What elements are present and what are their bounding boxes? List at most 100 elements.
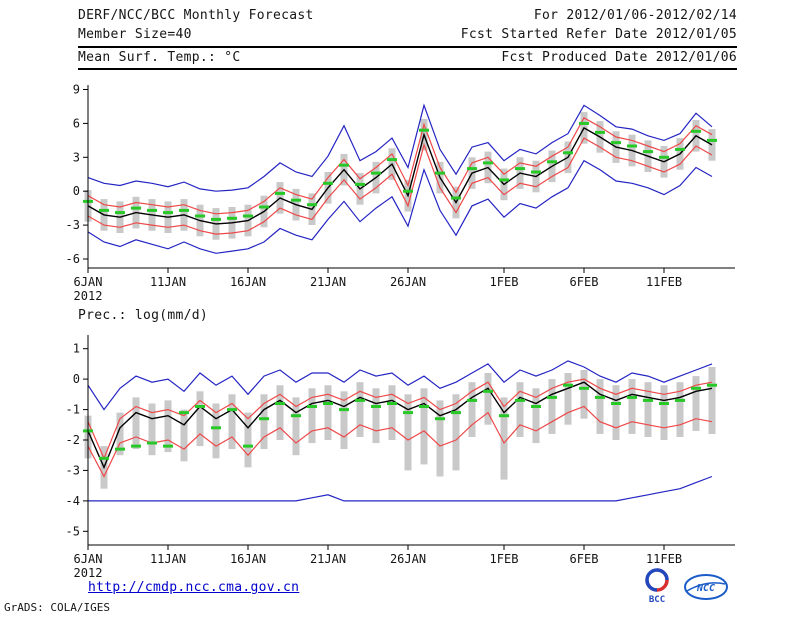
ens-lower-line xyxy=(87,405,713,478)
x-tick-label: 6JAN xyxy=(74,552,103,566)
y-tick-label: 1 xyxy=(73,342,80,356)
ens-max-line xyxy=(87,360,713,411)
spread-bar xyxy=(196,391,204,447)
spread-bar xyxy=(468,382,476,437)
x-tick-label: 11FEB xyxy=(646,275,682,289)
bcc-logo: BCC xyxy=(645,568,669,605)
spread-bar xyxy=(612,385,620,440)
y-tick-label: 3 xyxy=(73,150,80,164)
spread-bar xyxy=(708,367,716,434)
spread-bar xyxy=(388,385,396,440)
spread-bar xyxy=(308,388,316,444)
x-tick-label: 21JAN xyxy=(310,275,346,289)
spread-bar xyxy=(452,394,460,471)
x-tick-label: 16JAN xyxy=(230,552,266,566)
cmdp-link[interactable]: http://cmdp.ncc.cma.gov.cn xyxy=(88,580,300,595)
spread-bar xyxy=(132,397,140,450)
spread-bar xyxy=(516,382,524,437)
bcc-logo-label: BCC xyxy=(649,595,665,605)
ncc-logo-orbit xyxy=(686,582,726,592)
ens-mean-line xyxy=(87,126,713,225)
y-tick-label: -3 xyxy=(66,218,80,232)
spread-bar xyxy=(404,394,412,471)
precip-panel-label: Prec.: log(mm/d) xyxy=(78,308,209,323)
temp-chart: 9 6 3 0 -3 -6 6JAN 11JAN 16JAN 21JAN 26JAN 1FEB 6FEB… xyxy=(66,83,735,303)
grads-credit: GrADS: COLA/IGES xyxy=(4,601,110,614)
bcc-logo-swirl-blue xyxy=(645,568,669,592)
spread-bar xyxy=(148,403,156,456)
x-tick-label: 11JAN xyxy=(150,552,186,566)
forecast-range-label: For 2012/01/06-2012/02/14 xyxy=(533,8,737,23)
x-tick-label: 26JAN xyxy=(390,275,426,289)
ncc-logo-label: NCC xyxy=(696,583,715,594)
y-tick-label: 0 xyxy=(73,372,80,386)
spread-bar xyxy=(580,370,588,419)
spread-bar xyxy=(372,388,380,444)
spread-bar xyxy=(436,400,444,477)
y-tick-label: -5 xyxy=(66,524,80,538)
spread-bar xyxy=(260,394,268,450)
spread-bar xyxy=(500,397,508,480)
y-tick-label: -4 xyxy=(66,494,80,508)
spread-bar xyxy=(212,403,220,459)
spread-bar xyxy=(324,385,332,440)
ncc-logo-ring xyxy=(684,574,728,600)
spread-bar xyxy=(692,376,700,431)
y-tick-label: -6 xyxy=(66,252,80,266)
ens-upper-line xyxy=(87,378,713,460)
x-tick-label: 11JAN xyxy=(150,275,186,289)
spread-bar xyxy=(228,394,236,450)
x-year-label: 2012 xyxy=(74,289,103,303)
spread-bar xyxy=(356,382,364,437)
spread-bar xyxy=(660,385,668,440)
x-tick-label: 6JAN xyxy=(74,275,103,289)
y-tick-label: 6 xyxy=(73,116,80,130)
header-rule-2 xyxy=(78,68,737,70)
spread-bar xyxy=(644,382,652,437)
precip-chart: 1 0 -1 -2 -3 -4 -5 6JAN 11JAN 16JAN 21JAN 26JAN 1FEB… xyxy=(66,335,735,580)
header-rule-1 xyxy=(78,46,737,48)
spread-bar xyxy=(180,409,188,462)
y-tick-label: -3 xyxy=(66,463,80,477)
y-tick-label: -2 xyxy=(66,433,80,447)
ens-min-line xyxy=(87,159,713,254)
spread-bar xyxy=(628,379,636,434)
ens-mean-line xyxy=(87,381,713,470)
x-tick-label: 6FEB xyxy=(570,275,599,289)
spread-bar xyxy=(340,391,348,450)
y-tick-label: 9 xyxy=(73,83,80,97)
spread-bar xyxy=(276,385,284,440)
member-size-label: Member Size=40 xyxy=(78,27,192,42)
x-tick-label: 1FEB xyxy=(490,275,519,289)
spread-bar xyxy=(532,388,540,444)
ens-upper-line xyxy=(87,116,713,215)
spread-bar xyxy=(116,412,124,456)
y-tick-label: -1 xyxy=(66,403,80,417)
x-tick-label: 1FEB xyxy=(490,552,519,566)
page-title: DERF/NCC/BCC Monthly Forecast xyxy=(78,8,314,23)
y-tick-label: 0 xyxy=(73,184,80,198)
x-tick-label: 26JAN xyxy=(390,552,426,566)
spread-bar xyxy=(676,382,684,437)
spread-bar xyxy=(164,400,172,453)
axes xyxy=(87,85,735,269)
ens-min-line xyxy=(88,475,713,502)
ens-lower-line xyxy=(87,137,713,235)
spread-bar xyxy=(292,397,300,456)
spread-bar xyxy=(596,379,604,434)
x-tick-label: 11FEB xyxy=(646,552,682,566)
x-year-label: 2012 xyxy=(74,566,103,580)
x-tick-label: 16JAN xyxy=(230,275,266,289)
fcst-start-label: Fcst Started Refer Date 2012/01/05 xyxy=(460,27,737,42)
spread-bar xyxy=(484,373,492,425)
x-tick-label: 21JAN xyxy=(310,552,346,566)
spread-bar xyxy=(548,379,556,434)
x-tick-label: 6FEB xyxy=(570,552,599,566)
ens-max-line xyxy=(87,103,713,192)
spread-bar xyxy=(708,129,716,161)
spread-bar xyxy=(564,373,572,425)
fcst-produced-label: Fcst Produced Date 2012/01/06 xyxy=(501,50,737,65)
ncc-logo: NCC xyxy=(684,574,728,600)
temp-panel-label: Mean Surf. Temp.: °C xyxy=(78,50,241,65)
